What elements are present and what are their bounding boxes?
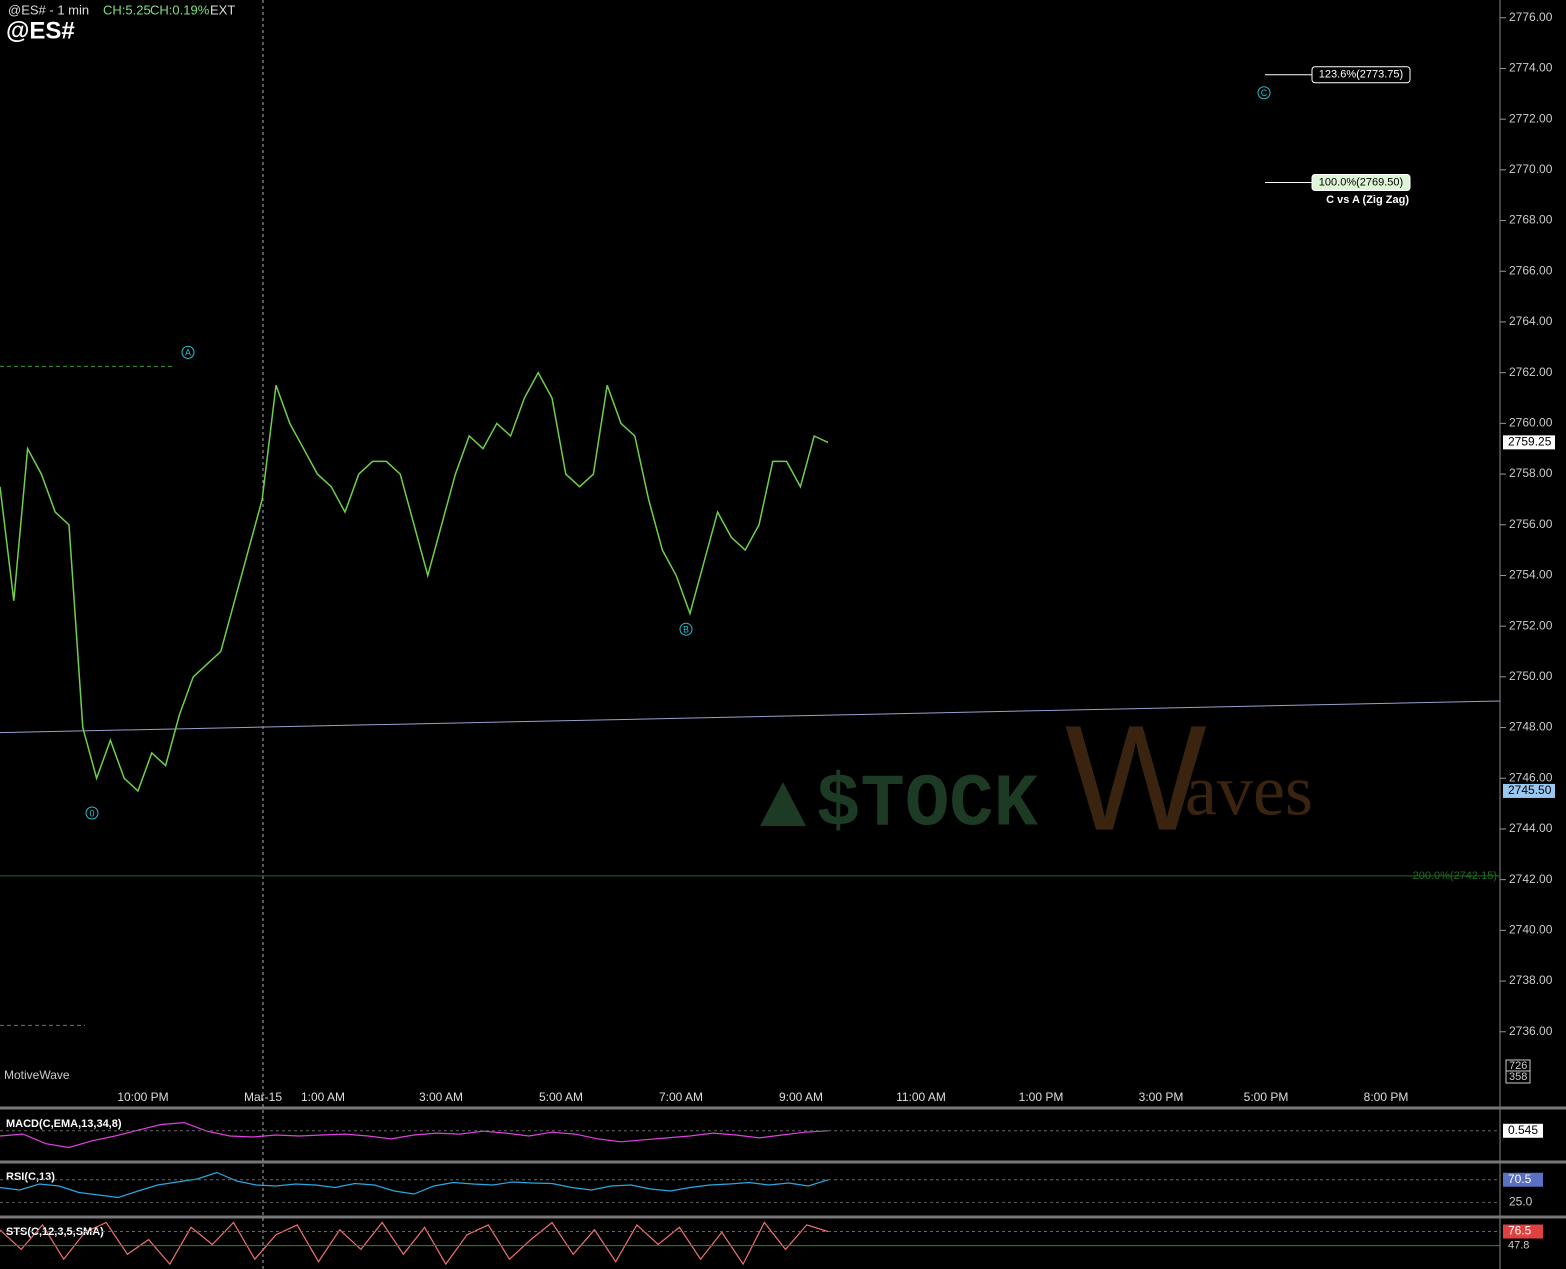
x-tick-label: Mar-15 bbox=[244, 1090, 282, 1104]
watermark-icon bbox=[760, 782, 806, 826]
wave-marker bbox=[85, 806, 99, 820]
source-label: MotiveWave bbox=[4, 1068, 70, 1082]
series-line bbox=[0, 1171, 829, 1199]
value-tag bbox=[1503, 1123, 1543, 1138]
wave-marker bbox=[1257, 86, 1271, 100]
y-tick-label: 2748.00 bbox=[1509, 720, 1553, 734]
wave-label: C bbox=[1261, 88, 1268, 98]
price-tag bbox=[1503, 435, 1555, 450]
fib-note: C vs A (Zig Zag) bbox=[1326, 194, 1409, 206]
x-tick-label: 9:00 AM bbox=[779, 1090, 823, 1104]
y-tick-label: 2740.00 bbox=[1509, 923, 1553, 937]
wave-label: 0 bbox=[89, 808, 94, 818]
x-tick-label: 3:00 AM bbox=[419, 1090, 463, 1104]
watermark: W bbox=[1065, 694, 1207, 862]
y-tick-label: 2738.00 bbox=[1509, 973, 1553, 987]
change-pct: CH:0.19% bbox=[150, 2, 210, 17]
y-tick-label: 2766.00 bbox=[1509, 263, 1553, 277]
value-tag-label: 47.8 bbox=[1508, 1239, 1529, 1251]
x-tick-label: 8:00 PM bbox=[1364, 1090, 1409, 1104]
y-tick-label: 2756.00 bbox=[1509, 517, 1553, 531]
y-tick-label: 2776.00 bbox=[1509, 10, 1553, 24]
y-tick-label: 2742.00 bbox=[1509, 872, 1553, 886]
x-tick-label: 11:00 AM bbox=[896, 1090, 946, 1104]
indicator-title: MACD(C,EMA,13,34,8) bbox=[6, 1118, 122, 1130]
series-line bbox=[0, 1121, 829, 1149]
y-tick-label: 2758.00 bbox=[1509, 466, 1553, 480]
y-tick-label: 2754.00 bbox=[1509, 568, 1553, 582]
y-tick-label: 2746.00 bbox=[1509, 770, 1553, 784]
trendline bbox=[0, 700, 1501, 734]
price-tag-label: 2745.50 bbox=[1508, 783, 1552, 797]
y-tick-label: 25.0 bbox=[1509, 1195, 1533, 1209]
symbol: @ES# bbox=[6, 17, 75, 44]
change: CH:5.25 bbox=[103, 2, 151, 17]
x-tick-label: 5:00 PM bbox=[1244, 1090, 1289, 1104]
y-tick-label: 2770.00 bbox=[1509, 162, 1553, 176]
fib-label: 200.0%(2742.15) bbox=[1413, 870, 1497, 882]
x-tick-label: 5:00 AM bbox=[539, 1090, 583, 1104]
wave-marker bbox=[181, 345, 195, 359]
wave-label: A bbox=[185, 348, 191, 358]
y-tick-label: 2768.00 bbox=[1509, 213, 1553, 227]
y-tick-label: 2752.00 bbox=[1509, 618, 1553, 632]
wave-label: B bbox=[683, 625, 689, 635]
y-tick-label: 2774.00 bbox=[1509, 61, 1553, 75]
fib-box bbox=[1311, 174, 1411, 192]
series-line bbox=[0, 1221, 829, 1266]
watermark: aves bbox=[1185, 751, 1313, 831]
y-tick-label: 2760.00 bbox=[1509, 416, 1553, 430]
y-tick-label: 2744.00 bbox=[1509, 821, 1553, 835]
y-tick-label: 2764.00 bbox=[1509, 314, 1553, 328]
volume-label: 358 bbox=[1509, 1071, 1527, 1083]
fib-label: 100.0%(2769.50) bbox=[1319, 176, 1403, 188]
x-tick-label: 1:00 PM bbox=[1019, 1090, 1064, 1104]
value-tag bbox=[1503, 1172, 1543, 1187]
fib-label: 123.6%(2773.75) bbox=[1319, 69, 1403, 81]
wave-marker bbox=[679, 622, 693, 636]
x-tick-label: 10:00 PM bbox=[117, 1090, 168, 1104]
value-tag-label: 70.5 bbox=[1508, 1172, 1532, 1186]
value-tag-label: 0.545 bbox=[1508, 1123, 1538, 1137]
volume-label: 726 bbox=[1509, 1060, 1527, 1072]
y-tick-label: 2736.00 bbox=[1509, 1024, 1553, 1038]
value-tag-label: 76.5 bbox=[1508, 1224, 1532, 1238]
value-tag bbox=[1503, 1239, 1533, 1252]
y-tick-label: 2750.00 bbox=[1509, 669, 1553, 683]
series-line bbox=[0, 371, 829, 793]
x-tick-label: 1:00 AM bbox=[301, 1090, 345, 1104]
x-tick-label: 7:00 AM bbox=[659, 1090, 703, 1104]
symbol-line: @ES# - 1 min bbox=[8, 2, 89, 17]
x-tick-label: 3:00 PM bbox=[1139, 1090, 1184, 1104]
value-tag bbox=[1503, 1224, 1543, 1239]
y-tick-label: 2762.00 bbox=[1509, 365, 1553, 379]
session: EXT bbox=[210, 2, 235, 17]
y-tick-label: 2772.00 bbox=[1509, 111, 1553, 125]
watermark: $TOCK bbox=[816, 764, 1039, 848]
volume-tag bbox=[1505, 1070, 1531, 1084]
fib-box bbox=[1311, 66, 1411, 84]
price-tag bbox=[1503, 783, 1555, 798]
indicator-title: RSI(C,13) bbox=[6, 1171, 55, 1183]
price-tag-label: 2759.25 bbox=[1508, 435, 1552, 449]
